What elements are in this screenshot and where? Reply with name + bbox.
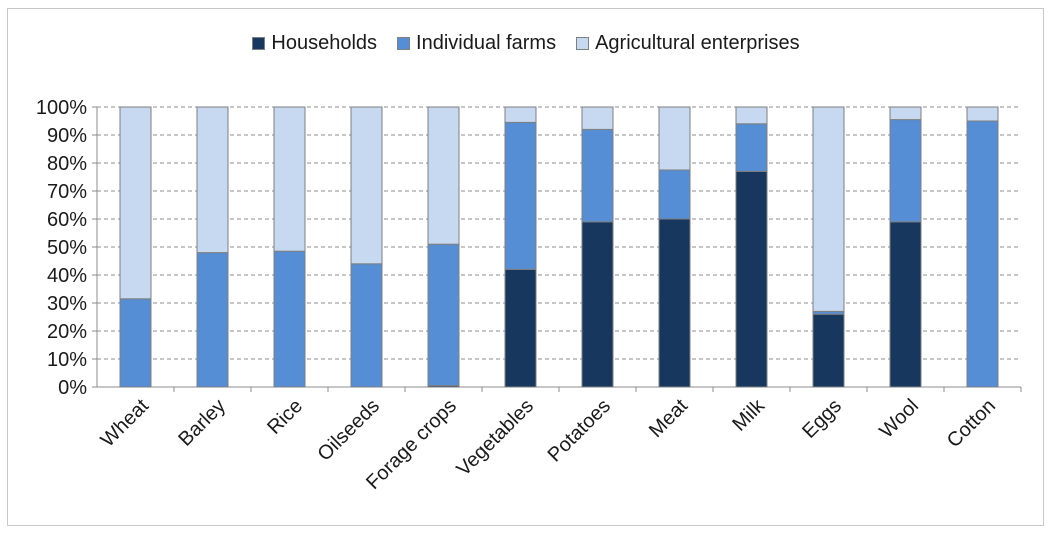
bar-segment-agricultural-enterprises [889,106,922,121]
legend-label-households: Households [271,32,378,54]
bar-segment-individual-farms [196,252,229,388]
bar-segment-individual-farms [350,263,383,388]
legend-swatch-households [252,37,266,50]
bar-segment-individual-farms [273,250,306,388]
y-tick-label: 60% [47,209,87,231]
bar-segment-agricultural-enterprises [735,106,768,125]
bar-segment-individual-farms [735,123,768,172]
bar-segment-agricultural-enterprises [273,106,306,252]
y-tick-label: 40% [47,265,87,287]
x-tick-label: Vegetables [452,395,538,481]
legend: Households Individual farms Agricultural… [0,32,1052,55]
bar-segment-individual-farms [658,169,691,220]
bar-segment-agricultural-enterprises [658,106,691,171]
bar-segment-households [658,218,691,388]
y-tick-label: 10% [47,349,87,371]
x-tick-label: Wool [876,395,924,443]
x-tick-label: Rice [263,395,307,439]
bar-segment-agricultural-enterprises [119,106,152,300]
bar-segment-agricultural-enterprises [350,106,383,265]
x-tick-label: Barley [174,395,230,451]
legend-swatch-agricultural-enterprises [576,37,590,50]
y-tick-label: 100% [36,97,87,119]
legend-label-individual-farms: Individual farms [416,32,557,54]
legend-item-agricultural-enterprises: Agricultural enterprises [576,32,800,55]
legend-item-households: Households [252,32,377,55]
bar-segment-individual-farms [427,243,460,387]
bar-segment-individual-farms [504,121,537,270]
bar-segment-households [735,170,768,388]
y-tick-label: 50% [47,237,87,259]
legend-label-agricultural-enterprises: Agricultural enterprises [595,32,800,54]
bar-segment-individual-farms [119,298,152,388]
x-tick-label: Wheat [97,395,154,452]
y-tick-label: 70% [47,181,87,203]
y-tick-label: 0% [58,377,87,399]
x-tick-label: Oilseeds [313,395,384,466]
bar-segment-households [581,221,614,388]
bar-segment-agricultural-enterprises [966,106,999,122]
x-tick-label: Eggs [798,395,846,443]
x-tick-label: Cotton [943,395,1000,452]
bar-segment-individual-farms [889,119,922,223]
bar-segment-agricultural-enterprises [581,106,614,130]
y-tick-label: 90% [47,125,87,147]
bar-segment-households [889,221,922,388]
x-tick-label: Milk [728,394,769,435]
legend-swatch-individual-farms [397,37,411,50]
y-tick-label: 80% [47,153,87,175]
bar-segment-agricultural-enterprises [427,106,460,245]
legend-item-individual-farms: Individual farms [397,32,556,55]
bar-segment-agricultural-enterprises [812,106,845,312]
bar-segment-households [504,268,537,388]
x-tick-label: Potatoes [544,395,615,466]
bar-segment-individual-farms [966,120,999,388]
bar-segment-households [812,313,845,388]
bar-segment-agricultural-enterprises [504,106,537,123]
bar-segment-individual-farms [581,128,614,223]
x-tick-label: Meat [645,395,692,442]
y-tick-label: 30% [47,293,87,315]
y-tick-label: 20% [47,321,87,343]
bar-segment-agricultural-enterprises [196,106,229,254]
